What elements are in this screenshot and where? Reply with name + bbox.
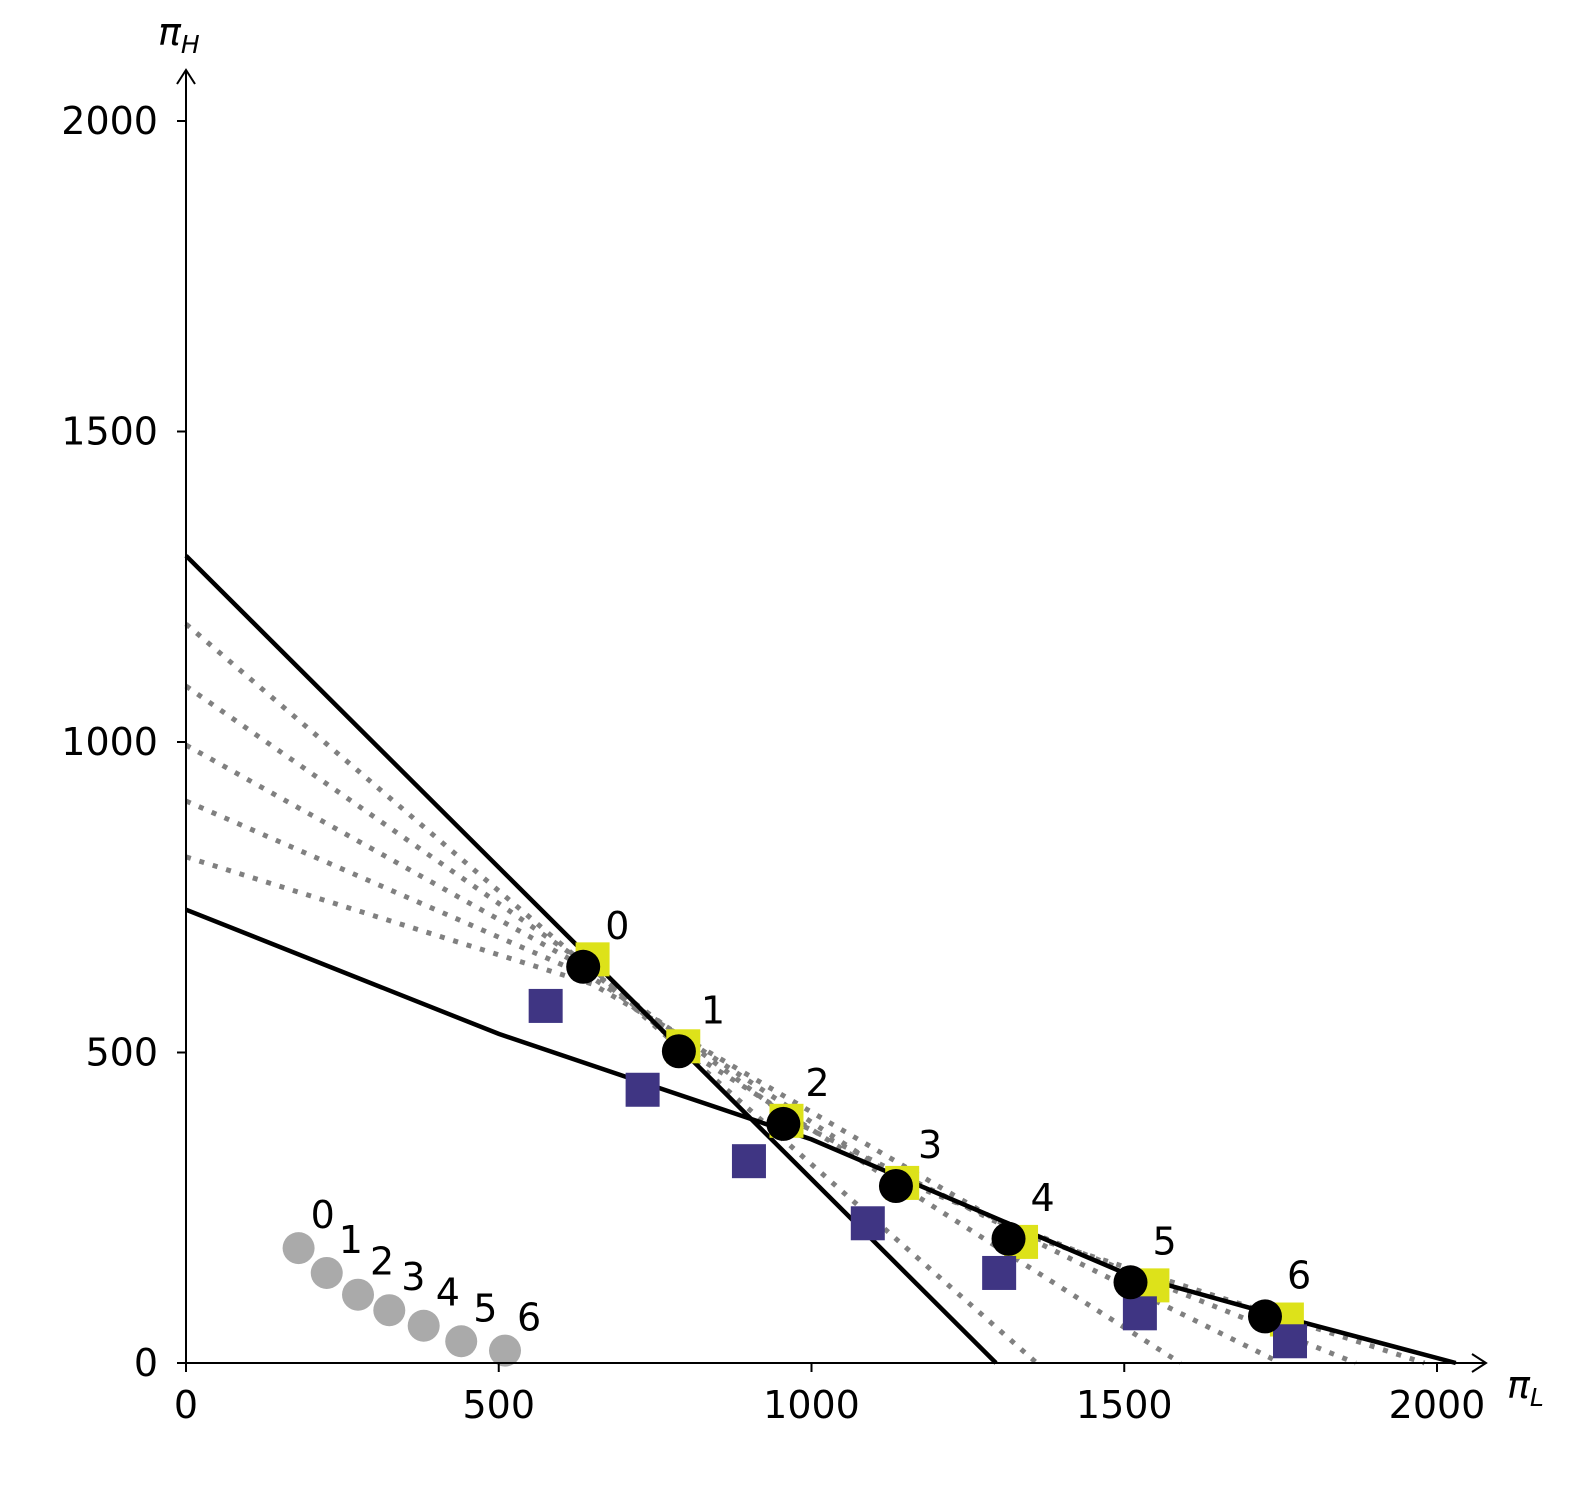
black-circle-point (991, 1221, 1026, 1256)
black-circle-point (661, 1034, 696, 1069)
gray-point-label: 1 (339, 1218, 363, 1262)
gray-circle-point (282, 1232, 315, 1265)
y-axis-title-sub: H (181, 30, 200, 59)
gray-circle-point (445, 1325, 478, 1358)
gray-point-label: 0 (311, 1193, 335, 1237)
x-tick-label: 1000 (763, 1383, 860, 1427)
x-tick-label: 2000 (1389, 1383, 1486, 1427)
gray-point-label: 5 (473, 1286, 497, 1330)
purple-square-point (850, 1206, 885, 1241)
x-axis-title-symbol: π (1507, 1363, 1531, 1407)
purple-square-point (528, 988, 563, 1023)
y-tick-label: 0 (134, 1341, 158, 1385)
gray-circle-point (342, 1278, 375, 1311)
purple-square-point (731, 1144, 766, 1179)
gray-point-label: 2 (370, 1240, 394, 1284)
purple-square-point (625, 1072, 660, 1107)
black-circle-point (1113, 1265, 1148, 1300)
y-tick-label: 1500 (61, 410, 158, 454)
black-point-label: 2 (805, 1061, 829, 1105)
dotted-line (185, 854, 1426, 1366)
markers-layer (282, 942, 1308, 1367)
x-axis-title: πL (1507, 1363, 1544, 1412)
purple-square-point (1122, 1296, 1157, 1331)
black-circle-point (566, 949, 601, 984)
y-axis-title: πH (158, 10, 200, 59)
black-circle-point (878, 1169, 913, 1204)
y-axis-arrow (176, 68, 196, 85)
black-point-label: 3 (918, 1123, 942, 1167)
gray-circle-point (373, 1294, 406, 1327)
x-tick-label: 1500 (1076, 1383, 1173, 1427)
gray-circle-point (489, 1334, 522, 1367)
purple-square-point (982, 1255, 1017, 1290)
y-tick-label: 2000 (61, 99, 158, 143)
x-axis-arrow (1471, 1353, 1488, 1373)
gray-point-label: 4 (436, 1271, 460, 1315)
dotted-line (184, 622, 1039, 1365)
y-ticks: 0 500 1000 1500 2000 (61, 99, 186, 1385)
gray-circle-point (407, 1309, 440, 1342)
solid-line (185, 907, 1457, 1366)
dotted-line (185, 798, 1357, 1366)
black-circle-point (1247, 1299, 1282, 1334)
y-tick-label: 1000 (61, 720, 158, 764)
gray-circle-point (310, 1256, 343, 1289)
black-point-label: 4 (1031, 1176, 1055, 1220)
x-axis-title-sub: L (1530, 1383, 1544, 1412)
black-point-label: 1 (701, 988, 725, 1032)
black-point-label: 6 (1287, 1253, 1311, 1297)
black-circle-point (766, 1106, 801, 1141)
x-tick-label: 500 (462, 1383, 535, 1427)
black-point-label: 5 (1153, 1219, 1177, 1263)
y-axis-title-symbol: π (158, 10, 182, 54)
y-tick-label: 500 (85, 1031, 158, 1075)
gray-point-label: 3 (401, 1255, 425, 1299)
black-point-label: 0 (605, 904, 629, 948)
gray-point-label: 6 (517, 1296, 541, 1340)
x-tick-label: 0 (174, 1383, 198, 1427)
purple-square-point (1273, 1324, 1308, 1359)
x-ticks: 0 500 1000 1500 2000 (174, 1363, 1485, 1427)
